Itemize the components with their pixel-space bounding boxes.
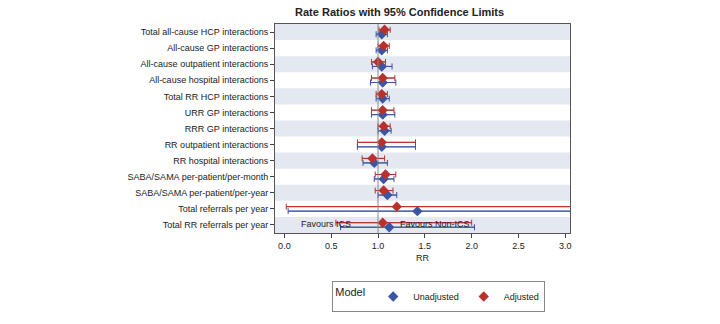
svg-text:2.0: 2.0 — [465, 241, 478, 251]
svg-text:0.5: 0.5 — [325, 241, 338, 251]
svg-text:Total RR HCP interactions: Total RR HCP interactions — [164, 92, 269, 102]
svg-text:Favours ICS: Favours ICS — [301, 219, 351, 229]
svg-text:SABA/SAMA per-patient/per-year: SABA/SAMA per-patient/per-year — [135, 188, 268, 198]
svg-text:Total all-cause HCP interactio: Total all-cause HCP interactions — [141, 27, 269, 37]
svg-text:1.5: 1.5 — [419, 241, 432, 251]
svg-text:RRR GP interactions: RRR GP interactions — [185, 124, 269, 134]
svg-text:0.0: 0.0 — [278, 241, 291, 251]
svg-text:All-cause hospital interaction: All-cause hospital interactions — [149, 75, 269, 85]
svg-text:1.0: 1.0 — [372, 241, 385, 251]
svg-text:URR GP interactions: URR GP interactions — [185, 108, 269, 118]
svg-text:RR outpatient interactions: RR outpatient interactions — [165, 140, 269, 150]
svg-text:RR hospital interactions: RR hospital interactions — [173, 156, 269, 166]
svg-text:3.0: 3.0 — [559, 241, 572, 251]
svg-text:RR: RR — [416, 253, 429, 263]
svg-text:Favours Non-ICS: Favours Non-ICS — [400, 219, 470, 229]
svg-text:Adjusted: Adjusted — [504, 292, 539, 302]
svg-text:SABA/SAMA per-patient/per-mont: SABA/SAMA per-patient/per-month — [128, 172, 269, 182]
svg-text:All-cause outpatient interacti: All-cause outpatient interactions — [141, 59, 269, 69]
svg-text:Total RR referrals per year: Total RR referrals per year — [163, 220, 269, 230]
svg-text:Unadjusted: Unadjusted — [413, 292, 459, 302]
svg-text:All-cause GP interactions: All-cause GP interactions — [167, 43, 268, 53]
svg-text:Rate Ratios with 95% Confidenc: Rate Ratios with 95% Confidence Limits — [295, 6, 504, 18]
svg-text:Total referrals per year: Total referrals per year — [178, 204, 268, 214]
svg-text:2.5: 2.5 — [512, 241, 525, 251]
svg-text:Model: Model — [335, 286, 365, 298]
